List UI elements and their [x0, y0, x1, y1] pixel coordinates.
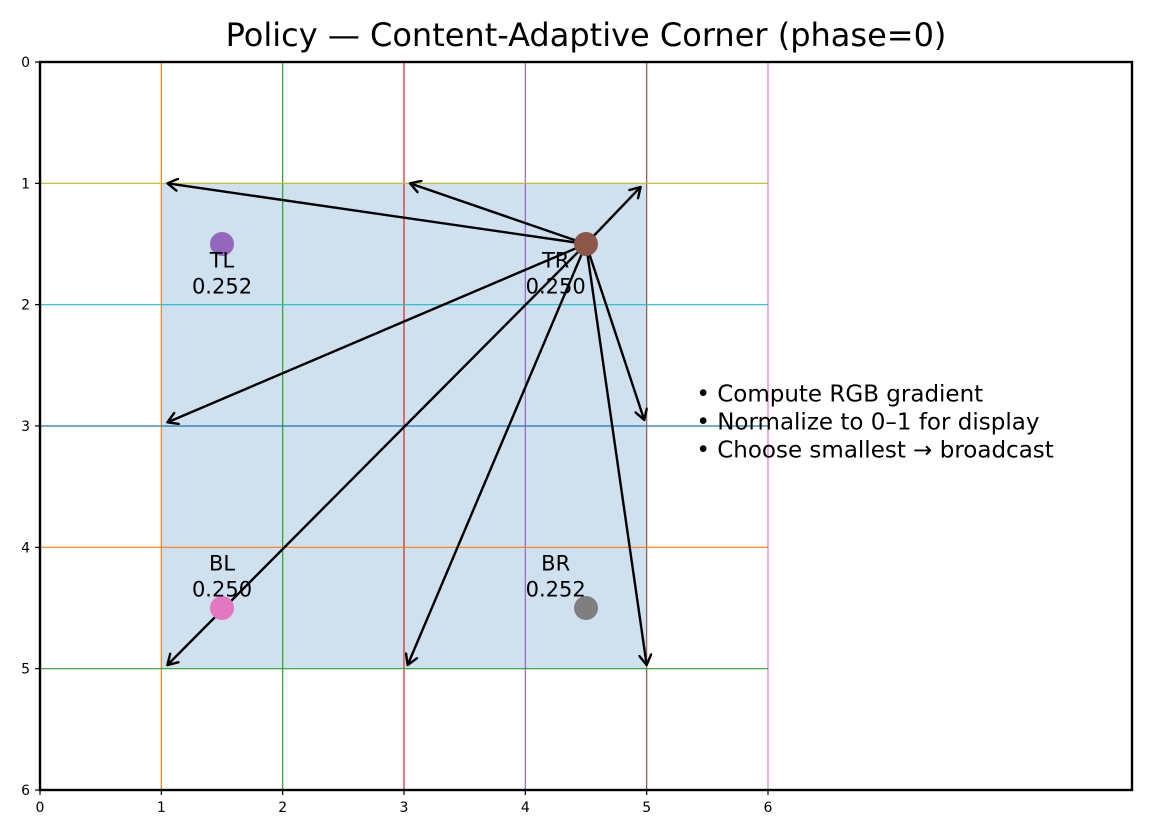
corner-value-label: 0.250 [192, 578, 252, 602]
x-tick-label: 1 [157, 800, 166, 816]
arrow-3 [167, 242, 587, 422]
arrow-7 [584, 243, 647, 665]
arrow-5 [167, 243, 587, 665]
arrow-6 [408, 243, 588, 665]
x-tick-label: 6 [764, 800, 773, 816]
annotation-line: • Normalize to 0–1 for display [696, 410, 1039, 436]
corner-point-br [574, 596, 598, 620]
x-tick-label: 2 [278, 800, 287, 816]
annotation-line: • Compute RGB gradient [696, 382, 983, 408]
corner-point-bl [210, 596, 234, 620]
x-tick-label: 0 [36, 800, 45, 816]
corner-name-label: BL [209, 552, 235, 576]
corner-name-label: BR [541, 552, 570, 576]
corner-name-label: TR [541, 248, 569, 272]
corner-point-tr [574, 232, 598, 256]
corner-point-tl [210, 232, 234, 256]
x-tick-label: 5 [642, 800, 651, 816]
arrow-0 [167, 183, 587, 246]
chart-title: Policy — Content-Adaptive Corner (phase=… [226, 16, 947, 54]
y-tick-label: 1 [21, 176, 30, 192]
x-tick-label: 4 [521, 800, 530, 816]
x-tick-label: 3 [400, 800, 409, 816]
corner-value-label: 0.252 [526, 578, 586, 602]
y-tick-label: 6 [21, 783, 30, 799]
y-tick-label: 2 [21, 298, 30, 314]
corner-value-label: 0.250 [526, 274, 586, 298]
arrow-1 [410, 183, 587, 246]
arrow-4 [584, 243, 644, 420]
annotation-line: • Choose smallest → broadcast [696, 438, 1053, 464]
corner-value-label: 0.252 [192, 274, 252, 298]
arrow-2 [585, 187, 641, 245]
y-tick-label: 3 [21, 419, 30, 435]
y-tick-label: 4 [21, 540, 30, 556]
y-tick-label: 5 [21, 662, 30, 678]
y-tick-label: 0 [21, 55, 30, 71]
corner-name-label: TL [209, 248, 235, 272]
